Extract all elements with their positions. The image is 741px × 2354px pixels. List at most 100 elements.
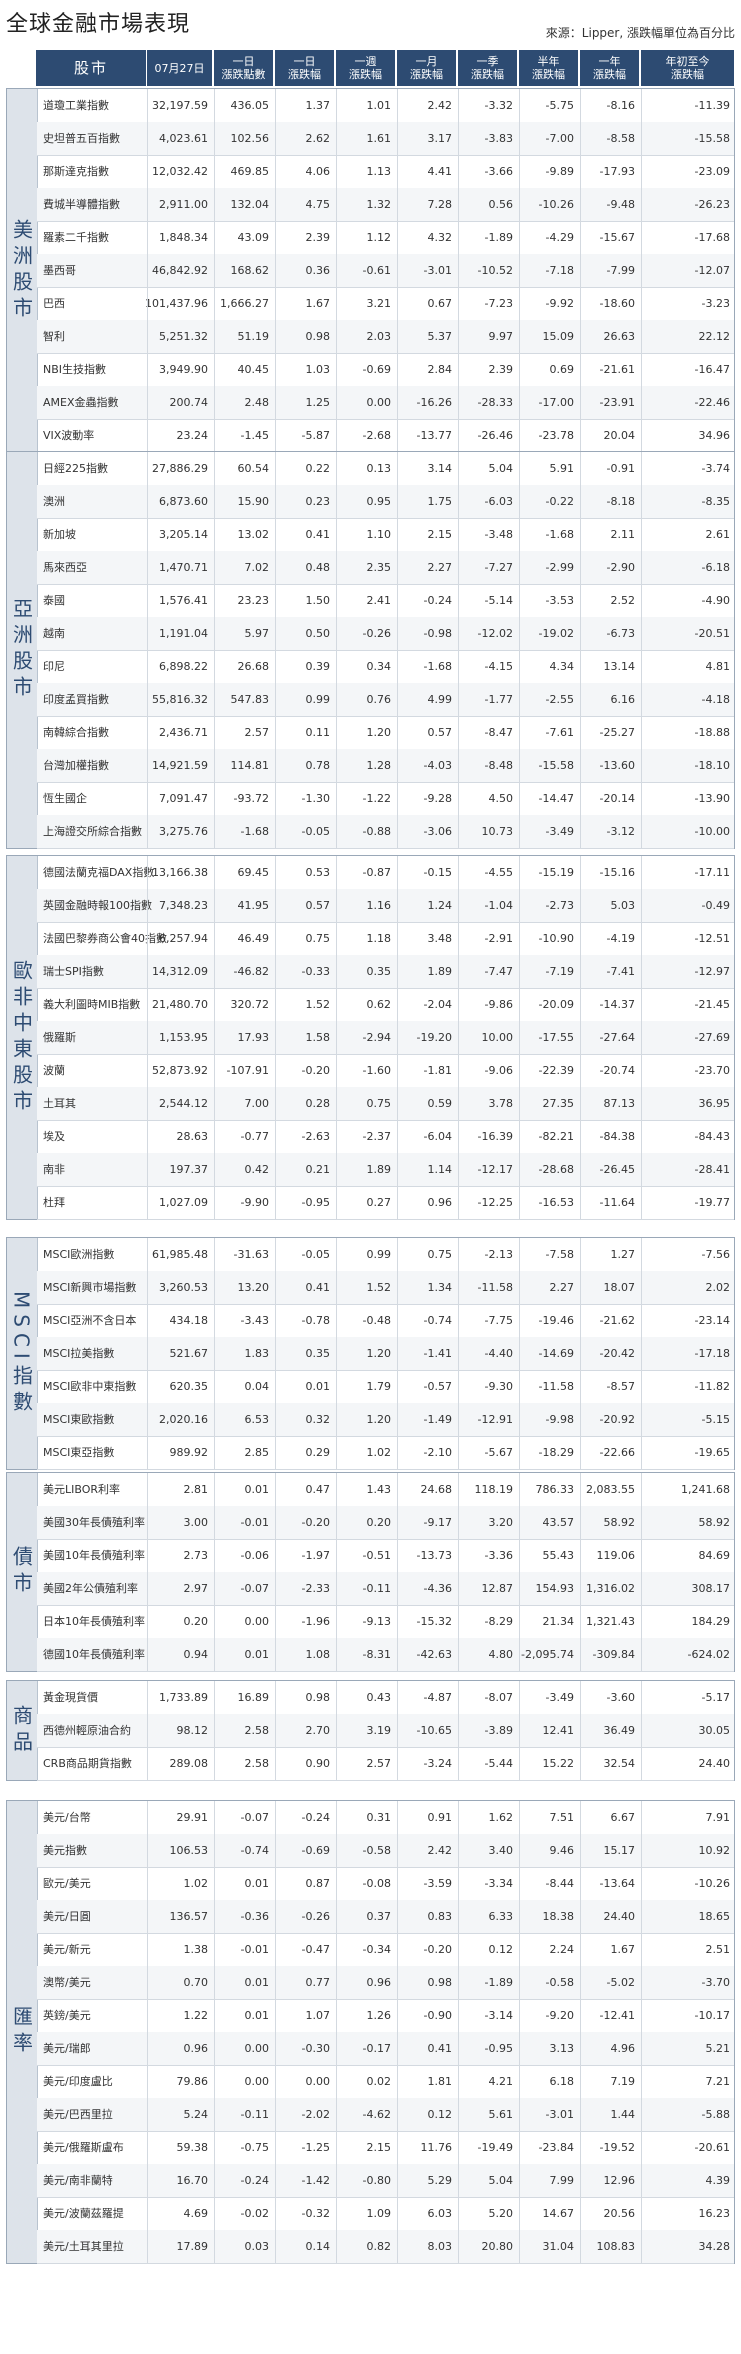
row-value: -9.90 (240, 1196, 269, 1209)
row-value: -10.17 (694, 2009, 730, 2022)
table-row: 德國法蘭克福DAX指數 13,166.38 69.45 0.53 -0.87 -0.15 -… (37, 856, 734, 890)
row-value: 0.35 (305, 1347, 331, 1360)
row-value: -1.25 (301, 2141, 330, 2154)
row-value: -12.02 (477, 627, 513, 640)
column-divider (458, 452, 459, 848)
header-name: 股市 (36, 50, 146, 86)
row-value: -13.73 (416, 1549, 452, 1562)
row-value: 0.62 (366, 998, 392, 1011)
row-value: 0.32 (305, 1413, 331, 1426)
row-name: 澳洲 (43, 495, 65, 508)
row-value: 58.92 (603, 1516, 636, 1529)
row-name: 費城半導體指數 (43, 198, 120, 211)
row-value: -8.16 (606, 99, 635, 112)
row-value: -7.99 (606, 264, 635, 277)
table-row: 恆生國企 7,091.47 -93.72 -1.30 -1.22 -9.28 4.50 -14… (37, 782, 734, 816)
row-value: 9.46 (549, 1844, 575, 1857)
row-value: 11.76 (420, 2141, 453, 2154)
table-row: 巴西 101,437.96 1,666.27 1.67 3.21 0.67 -7.23 -9.… (37, 287, 734, 321)
section-label: 美洲股市 (7, 89, 38, 452)
row-value: -19.65 (694, 1446, 730, 1459)
row-name: 南韓綜合指數 (43, 726, 109, 739)
row-value: -5.87 (301, 429, 330, 442)
section-label-text: 美洲股市 (9, 218, 34, 323)
row-value: -309.84 (592, 1648, 635, 1661)
row-value: 7,348.23 (159, 899, 208, 912)
row-name: 日經225指數 (43, 462, 108, 475)
row-value: 0.75 (427, 1248, 453, 1261)
row-name: 波蘭 (43, 1064, 65, 1077)
row-value: -12.51 (694, 932, 730, 945)
row-name: 澳幣/美元 (43, 1976, 91, 1989)
row-value: 1.20 (366, 726, 392, 739)
row-value: -10.26 (538, 198, 574, 211)
row-value: -0.20 (423, 1943, 452, 1956)
row-value: -2.94 (362, 1031, 391, 1044)
row-value: 2.39 (305, 231, 331, 244)
row-value: -17.68 (694, 231, 730, 244)
row-name: 馬來西亞 (43, 561, 87, 574)
row-value: 102.56 (230, 132, 270, 145)
row-value: -0.02 (240, 2207, 269, 2220)
row-value: 31.04 (542, 2240, 575, 2253)
row-value: -15.58 (538, 759, 574, 772)
row-value: -15.16 (599, 866, 635, 879)
header-col-0: 07月27日 (147, 50, 212, 86)
row-value: -13.90 (694, 792, 730, 805)
row-value: 1,470.71 (159, 561, 208, 574)
row-value: 434.18 (169, 1314, 209, 1327)
row-value: -3.60 (606, 1691, 635, 1704)
row-value: -42.63 (416, 1648, 452, 1661)
row-value: 2.27 (427, 561, 453, 574)
row-name: 俄羅斯 (43, 1031, 76, 1044)
row-value: 0.96 (427, 1196, 453, 1209)
row-value: 132.04 (230, 198, 270, 211)
column-divider (458, 1473, 459, 1671)
row-value: 27.35 (542, 1097, 575, 1110)
row-value: -2.13 (484, 1248, 513, 1261)
row-value: -3.89 (484, 1724, 513, 1737)
column-divider (641, 1801, 642, 2263)
table-row: MSCI歐非中東指數 620.35 0.04 0.01 1.79 -0.57 -9.30 -1… (37, 1370, 734, 1404)
row-value: 1.22 (183, 2009, 209, 2022)
row-value: 1.27 (610, 1248, 636, 1261)
row-value: -3.36 (484, 1549, 513, 1562)
row-value: -2,095.74 (521, 1648, 574, 1661)
row-value: -2.68 (362, 429, 391, 442)
row-value: 7.51 (549, 1811, 575, 1824)
row-name: 西德州輕原油合約 (43, 1724, 131, 1737)
row-value: 1.08 (305, 1648, 331, 1661)
row-value: 0.95 (366, 495, 392, 508)
row-value: 0.75 (366, 1097, 392, 1110)
column-divider (214, 856, 215, 1219)
row-value: 4.96 (610, 2042, 636, 2055)
row-value: -4.03 (423, 759, 452, 772)
row-value: 3.20 (488, 1516, 514, 1529)
row-value: -624.02 (687, 1648, 730, 1661)
row-value: -14.47 (538, 792, 574, 805)
row-value: -19.02 (538, 627, 574, 640)
row-value: -0.24 (301, 1811, 330, 1824)
row-value: -2.37 (362, 1130, 391, 1143)
row-value: 12.96 (603, 2174, 636, 2187)
row-value: 2.51 (705, 1943, 731, 1956)
row-value: -18.10 (694, 759, 730, 772)
row-value: 0.01 (244, 1877, 270, 1890)
row-value: -19.20 (416, 1031, 452, 1044)
row-value: -3.12 (606, 825, 635, 838)
row-value: 6.18 (549, 2075, 575, 2088)
row-value: -0.24 (423, 594, 452, 607)
row-value: 43.09 (237, 231, 270, 244)
row-value: 1.38 (183, 1943, 209, 1956)
row-value: -9.28 (423, 792, 452, 805)
row-value: -2.73 (545, 899, 574, 912)
table-row: 馬來西亞 1,470.71 7.02 0.48 2.35 2.27 -7.27 -2.99 -2… (37, 551, 734, 585)
row-value: -2.90 (606, 561, 635, 574)
row-value: -0.20 (301, 1516, 330, 1529)
row-value: 0.41 (305, 1281, 331, 1294)
row-value: 55,816.32 (152, 693, 208, 706)
section-label: 商品 (7, 1681, 38, 1780)
row-value: 6.53 (244, 1413, 270, 1426)
row-value: 29.91 (176, 1811, 209, 1824)
row-name: 美元/巴西里拉 (43, 2108, 113, 2121)
